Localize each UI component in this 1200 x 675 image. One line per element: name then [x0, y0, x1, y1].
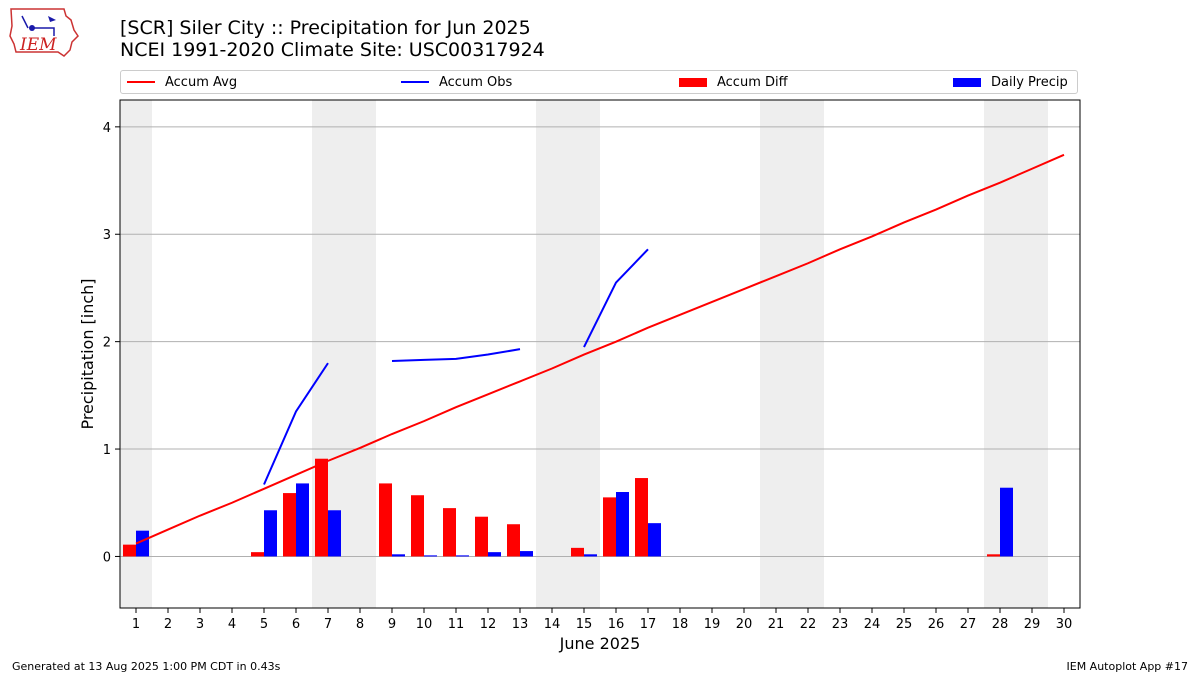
bar-accum-diff — [443, 508, 456, 557]
x-tick-label: 14 — [544, 617, 561, 632]
legend-daily-precip: Daily Precip — [953, 71, 1068, 93]
bar-accum-diff — [571, 547, 584, 557]
x-tick-label: 10 — [416, 617, 433, 632]
x-tick-label: 29 — [1024, 617, 1041, 632]
x-tick-label: 7 — [324, 617, 332, 632]
x-tick-label: 20 — [736, 617, 753, 632]
x-tick-label: 13 — [512, 617, 529, 632]
weekend-band — [792, 100, 824, 608]
bar-daily-precip — [264, 510, 277, 557]
bar-accum-diff — [507, 524, 520, 557]
x-tick-label: 23 — [832, 617, 849, 632]
y-axis-label: Precipitation [inch] — [78, 278, 97, 429]
bar-daily-precip — [328, 510, 341, 557]
chart-subtitle: NCEI 1991-2020 Climate Site: USC00317924 — [120, 39, 545, 61]
y-tick-label: 4 — [103, 121, 111, 136]
legend-label: Daily Precip — [991, 74, 1068, 90]
x-tick-label: 4 — [228, 617, 236, 632]
chart-title: [SCR] Siler City :: Precipitation for Ju… — [120, 17, 531, 39]
x-tick-label: 2 — [164, 617, 172, 632]
plot-frame — [119, 99, 1081, 609]
bar-daily-precip — [584, 554, 597, 557]
line-accum-avg — [135, 153, 1065, 545]
x-tick-label: 12 — [480, 617, 497, 632]
x-tick-label: 21 — [768, 617, 785, 632]
y-tick-label: 2 — [103, 336, 111, 351]
bar-accum-diff — [379, 483, 392, 557]
bar-daily-precip — [296, 483, 309, 557]
x-tick-label: 6 — [292, 617, 300, 632]
footer-app: IEM Autoplot App #17 — [1066, 660, 1189, 673]
legend-accum-avg: Accum Avg — [127, 71, 237, 93]
x-tick-label: 28 — [992, 617, 1009, 632]
x-tick-label: 5 — [260, 617, 268, 632]
legend-accum-diff: Accum Diff — [679, 71, 788, 93]
legend-label: Accum Diff — [717, 74, 788, 90]
bar-accum-diff — [987, 554, 1000, 557]
x-tick-label: 17 — [640, 617, 657, 632]
bar-daily-precip — [424, 555, 437, 557]
x-tick-label: 18 — [672, 617, 689, 632]
bar-accum-diff — [251, 552, 264, 557]
x-tick-label: 24 — [864, 617, 881, 632]
legend-label: Accum Avg — [165, 74, 238, 90]
bar-daily-precip — [488, 552, 501, 557]
x-tick-label: 26 — [928, 617, 945, 632]
x-tick-label: 19 — [704, 617, 721, 632]
x-tick-label: 22 — [800, 617, 817, 632]
weekend-band — [536, 100, 568, 608]
footer-generated: Generated at 13 Aug 2025 1:00 PM CDT in … — [12, 660, 281, 673]
legend-swatch — [679, 77, 707, 87]
bar-accum-diff — [283, 493, 296, 557]
bar-accum-diff — [475, 516, 488, 557]
legend-swatch — [127, 81, 155, 83]
legend-accum-obs: Accum Obs — [401, 71, 512, 93]
x-tick-label: 27 — [960, 617, 977, 632]
weekend-band — [344, 100, 376, 608]
bar-accum-diff — [603, 497, 616, 557]
bar-accum-diff — [411, 495, 424, 557]
bar-accum-diff — [635, 478, 648, 557]
svg-text:IEM: IEM — [19, 35, 57, 55]
y-tick-label: 1 — [103, 443, 111, 458]
line-accum-obs — [391, 348, 521, 362]
x-tick-label: 16 — [608, 617, 625, 632]
line-accum-obs — [263, 362, 329, 485]
iem-logo: IEM — [9, 8, 79, 57]
weekend-band — [760, 100, 792, 608]
weekend-band — [120, 100, 152, 608]
x-tick-label: 15 — [576, 617, 593, 632]
bar-accum-diff — [123, 544, 136, 557]
bar-accum-diff — [315, 458, 328, 557]
weekend-band — [1016, 100, 1048, 608]
x-tick-label: 9 — [388, 617, 396, 632]
x-tick-label: 3 — [196, 617, 204, 632]
legend-swatch — [953, 77, 981, 87]
bar-daily-precip — [616, 492, 629, 557]
bar-daily-precip — [648, 523, 661, 557]
legend-label: Accum Obs — [439, 74, 513, 90]
x-tick-label: 30 — [1056, 617, 1073, 632]
bar-daily-precip — [520, 551, 533, 557]
x-tick-label: 1 — [132, 617, 140, 632]
line-accum-obs — [583, 248, 649, 348]
legend-swatch — [401, 81, 429, 83]
legend: Accum Avg Accum Obs Accum Diff Daily Pre… — [120, 70, 1078, 94]
y-tick-label: 0 — [103, 550, 111, 565]
bar-daily-precip — [392, 554, 405, 557]
x-axis-label: June 2025 — [559, 634, 641, 653]
bar-daily-precip — [456, 555, 469, 557]
bar-daily-precip — [136, 530, 149, 557]
y-tick-label: 3 — [103, 228, 111, 243]
x-tick-label: 8 — [356, 617, 364, 632]
bar-daily-precip — [1000, 487, 1013, 557]
x-tick-label: 11 — [448, 617, 465, 632]
x-tick-label: 25 — [896, 617, 913, 632]
